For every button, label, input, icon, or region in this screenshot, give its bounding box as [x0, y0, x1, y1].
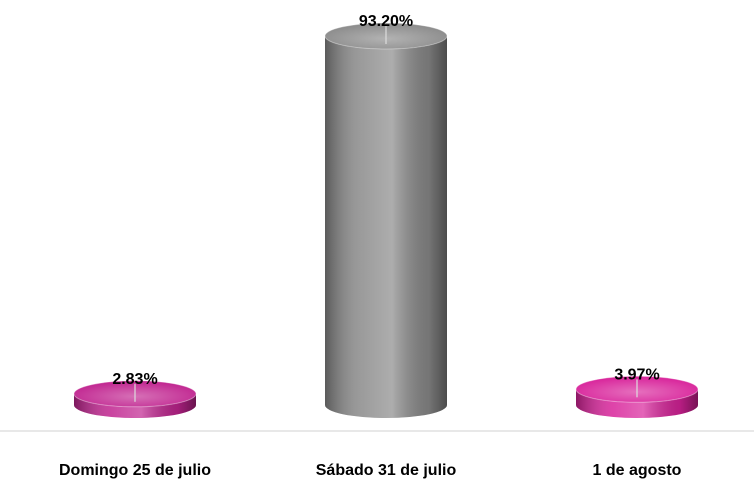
value-label: 93.20%: [359, 13, 413, 30]
x-tick-label: Sábado 31 de julio: [316, 462, 457, 479]
bar-shade: [576, 389, 698, 418]
x-tick-label: 1 de agosto: [593, 462, 682, 479]
x-tick-label: Domingo 25 de julio: [59, 462, 211, 479]
bar-shade: [325, 36, 447, 418]
value-label: 2.83%: [112, 371, 157, 388]
value-label: 3.97%: [614, 367, 659, 384]
bar-shade: [74, 393, 196, 418]
